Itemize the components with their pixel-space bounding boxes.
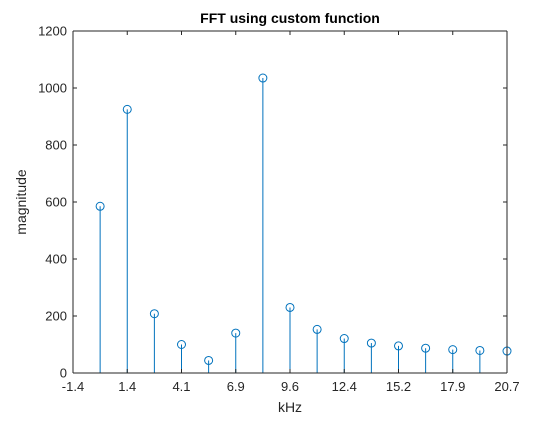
stem-marker xyxy=(204,355,214,365)
stem-marker xyxy=(149,309,159,319)
x-axis-label: kHz xyxy=(278,399,302,415)
stem-marker xyxy=(339,334,349,344)
x-tick-label: 17.9 xyxy=(440,379,465,394)
stem-marker xyxy=(95,201,105,211)
x-tick-label: 20.7 xyxy=(494,379,519,394)
x-tick-label: -1.4 xyxy=(62,379,84,394)
stem-marker xyxy=(312,324,322,334)
y-axis-ticks: 0 200 400 600 800 1000 1200 xyxy=(38,24,507,381)
stem-marker xyxy=(231,328,241,338)
x-axis-ticks: -1.4 1.4 4.1 6.9 9.6 12.4 15.2 17.9 20.7 xyxy=(62,31,520,394)
x-tick-label: 1.4 xyxy=(118,379,136,394)
stem-marker xyxy=(475,345,485,355)
stem-marker xyxy=(394,341,403,351)
chart-title: FFT using custom function xyxy=(200,10,380,26)
x-tick-label: 9.6 xyxy=(281,379,299,394)
y-tick-label: 200 xyxy=(45,309,67,324)
stem-marker xyxy=(122,104,132,114)
stem-marker xyxy=(177,340,186,349)
x-tick-label: 4.1 xyxy=(172,379,190,394)
stem-marker xyxy=(421,343,431,353)
stem-marker xyxy=(258,73,268,83)
y-axis-label: magnitude xyxy=(13,169,29,235)
x-tick-label: 12.4 xyxy=(332,379,357,394)
stem-marker xyxy=(448,345,458,355)
y-tick-label: 1000 xyxy=(38,81,67,96)
x-tick-label: 15.2 xyxy=(386,379,411,394)
stem-marker xyxy=(366,338,376,348)
y-tick-label: 400 xyxy=(45,252,67,267)
y-tick-label: 800 xyxy=(45,138,67,153)
y-tick-label: 1200 xyxy=(38,24,67,39)
x-tick-label: 6.9 xyxy=(227,379,245,394)
y-tick-label: 0 xyxy=(60,366,67,381)
y-tick-label: 600 xyxy=(45,195,67,210)
stem-marker xyxy=(285,302,295,312)
